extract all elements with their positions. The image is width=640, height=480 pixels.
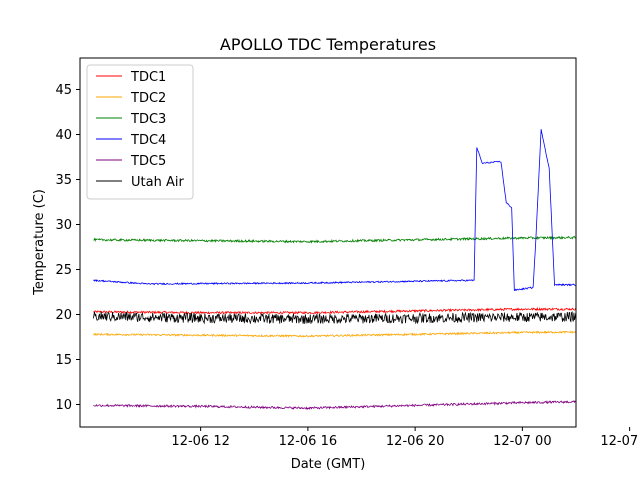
legend-label-utah-air: Utah Air [131, 175, 184, 190]
series-line-tdc2 [93, 330, 576, 338]
y-tick-label: 45 [55, 83, 72, 98]
y-tick-label: 35 [55, 173, 72, 188]
y-tick-label: 20 [55, 308, 72, 323]
series-line-utah-air [93, 311, 576, 325]
series-line-tdc3 [93, 235, 576, 244]
x-tick-label: 12-06 20 [386, 434, 444, 449]
series-line-tdc5 [93, 400, 576, 411]
y-tick-label: 30 [55, 218, 72, 233]
y-tick-label: 40 [55, 128, 72, 143]
y-tick-label: 15 [55, 353, 72, 368]
y-tick-label: 10 [55, 398, 72, 413]
legend-label-tdc5: TDC5 [130, 154, 166, 169]
y-axis: 10 15 20 25 30 35 40 45 [55, 83, 80, 413]
legend-label-tdc3: TDC3 [130, 112, 166, 127]
plot-area [93, 129, 576, 411]
x-tick-label: 12-07 04 [600, 434, 640, 449]
y-tick-label: 25 [55, 263, 72, 278]
x-tick-label: 12-06 16 [279, 434, 337, 449]
series-line-tdc4 [93, 129, 576, 292]
x-tick-label: 12-06 12 [171, 434, 229, 449]
legend: TDC1 TDC2 TDC3 TDC4 TDC5 Utah Air [86, 64, 194, 200]
legend-label-tdc2: TDC2 [130, 91, 166, 106]
x-axis: 12-06 12 12-06 16 12-06 20 12-07 00 12-07 04… [171, 427, 640, 449]
series-line-tdc1 [93, 306, 576, 315]
chart-title: APOLLO TDC Temperatures [220, 35, 436, 54]
plot-frame [79, 57, 577, 428]
legend-label-tdc4: TDC4 [130, 133, 166, 148]
y-axis-label: Temperature (C) [32, 189, 47, 296]
legend-box [86, 64, 194, 200]
x-tick-label: 12-07 00 [493, 434, 551, 449]
x-axis-label: Date (GMT) [291, 457, 366, 472]
legend-label-tdc1: TDC1 [130, 70, 166, 85]
